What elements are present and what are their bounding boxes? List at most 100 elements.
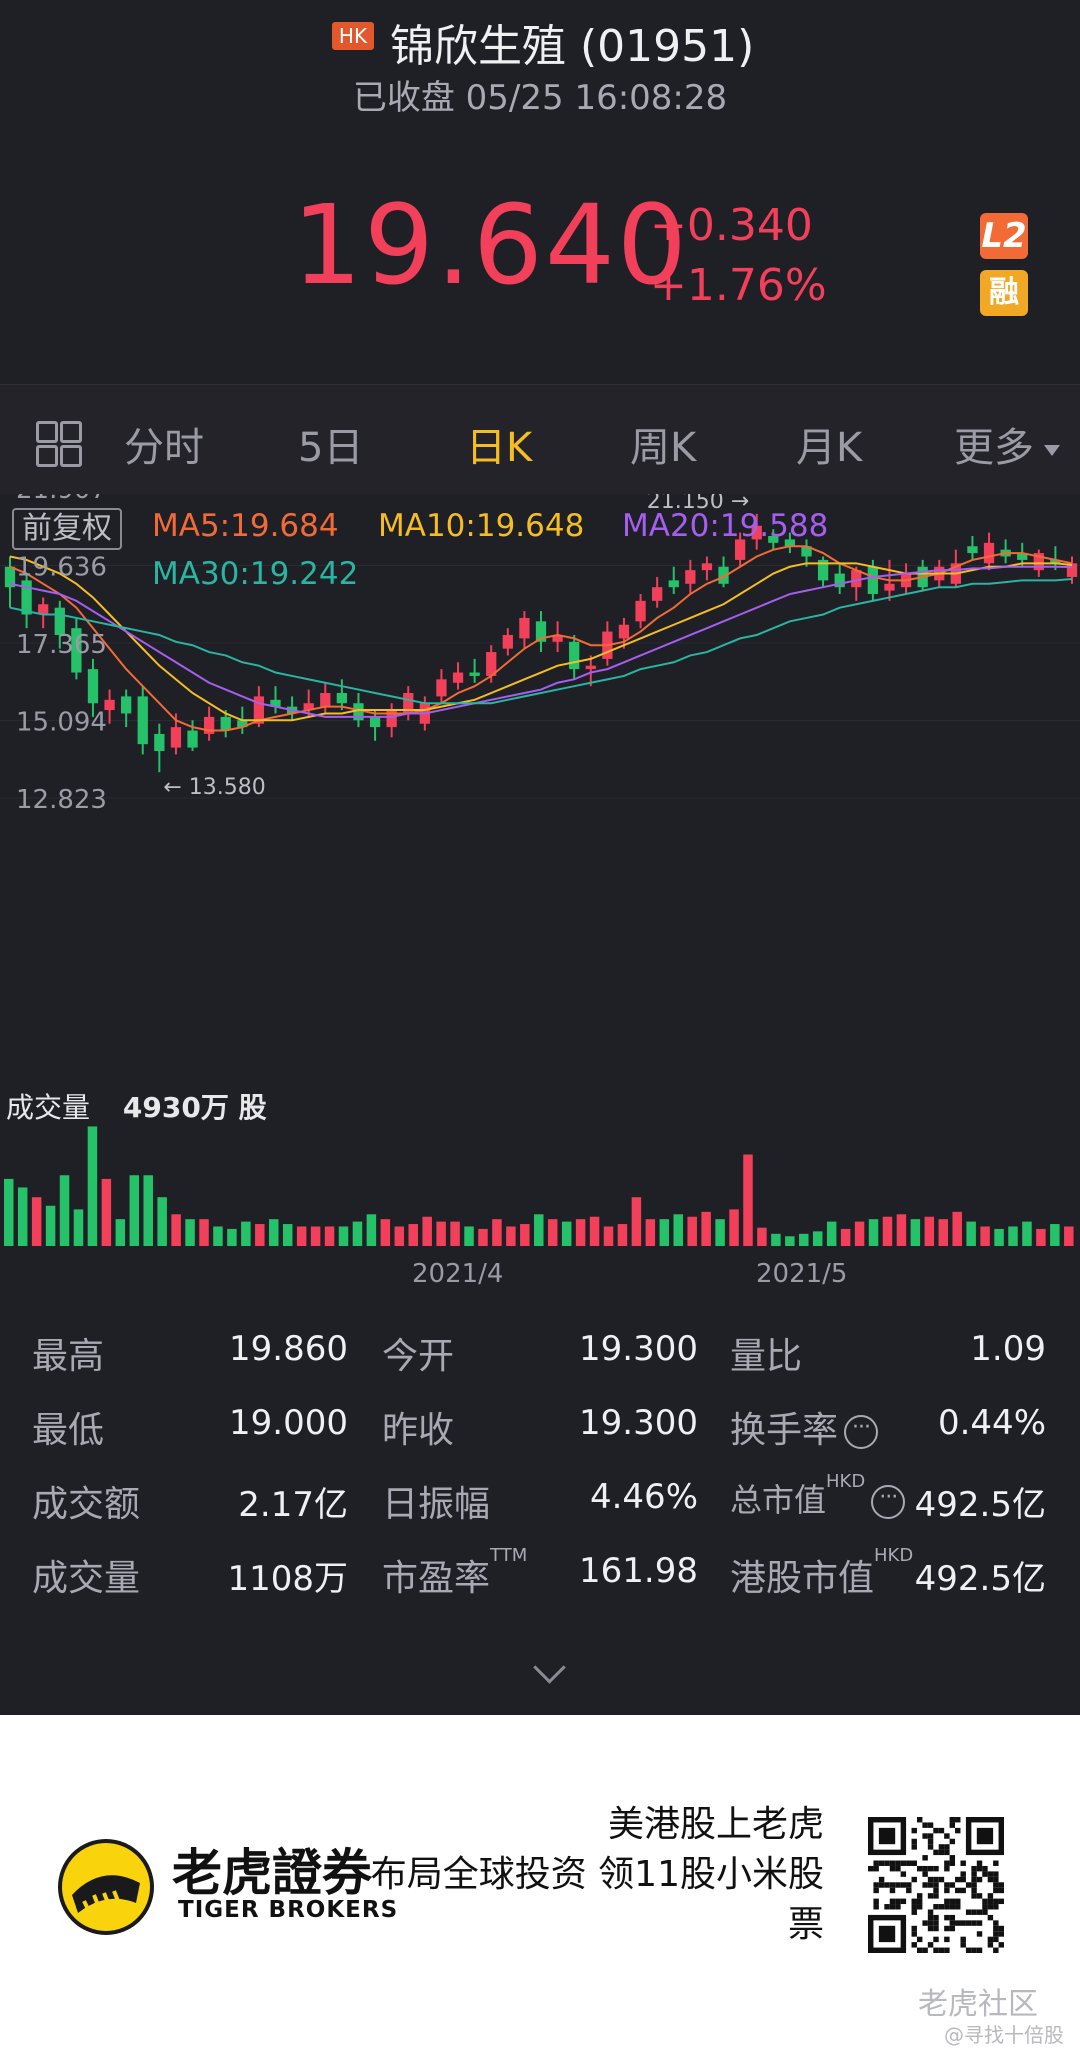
volume-bar bbox=[185, 1219, 195, 1246]
ma5-label: MA5:19.684 bbox=[152, 508, 339, 544]
volume-bar bbox=[603, 1226, 614, 1246]
volume-bar bbox=[101, 1178, 112, 1246]
candle bbox=[784, 532, 796, 554]
candle bbox=[386, 703, 397, 738]
volume-bar bbox=[492, 1219, 502, 1246]
candle bbox=[569, 634, 580, 680]
volume-bar bbox=[1050, 1224, 1060, 1246]
candle-body bbox=[253, 696, 265, 724]
min-price-annotation: ← 13.580 bbox=[163, 775, 265, 800]
candle bbox=[851, 566, 862, 601]
volume-bar bbox=[520, 1224, 530, 1246]
volume-bar bbox=[380, 1219, 391, 1246]
volume-bar bbox=[575, 1219, 586, 1246]
volume-title: 成交量 bbox=[6, 1091, 91, 1124]
stat-label-high: 最高 bbox=[32, 1336, 105, 1377]
volume-bar bbox=[826, 1221, 837, 1246]
stat-value-turnover-rate: 0.44% bbox=[937, 1403, 1046, 1443]
last-price: 19.640 bbox=[292, 181, 689, 309]
volume-bar bbox=[952, 1211, 962, 1246]
volume-bar bbox=[394, 1226, 405, 1246]
candle bbox=[751, 513, 762, 550]
market-status: 已收盘 05/25 16:08:28 bbox=[352, 78, 728, 118]
tab-weekly-k[interactable]: 周K bbox=[630, 425, 697, 471]
turnover-rate-text: 换手率 bbox=[730, 1410, 839, 1451]
adjust-type-button[interactable]: 前复权 bbox=[12, 508, 122, 550]
candle bbox=[220, 710, 231, 738]
tab-more[interactable]: 更多 bbox=[954, 415, 1060, 473]
candle-body bbox=[834, 573, 845, 588]
volume-bar bbox=[436, 1221, 446, 1246]
stat-value-amplitude: 4.46% bbox=[589, 1477, 698, 1517]
volume-bar bbox=[171, 1214, 181, 1246]
candle-body bbox=[718, 566, 729, 584]
candle-body bbox=[87, 669, 99, 704]
candle-body bbox=[784, 539, 796, 547]
qr-code-image bbox=[868, 1817, 1004, 1953]
volume-value: 4930万 股 bbox=[122, 1091, 267, 1124]
volume-bar bbox=[338, 1226, 349, 1246]
pe-ttm-sup: TTM bbox=[490, 1545, 528, 1566]
tab-daily-k[interactable]: 日K bbox=[466, 425, 533, 471]
candle-body bbox=[220, 716, 231, 731]
ma-line-ma20 bbox=[9, 565, 1073, 718]
candle bbox=[768, 529, 779, 550]
tab-intraday[interactable]: 分时 bbox=[124, 425, 204, 471]
volume-bar bbox=[352, 1221, 363, 1246]
grid-menu-icon[interactable] bbox=[36, 421, 82, 467]
chevron-down-icon bbox=[1044, 444, 1060, 456]
price-change: +0.340 bbox=[650, 200, 813, 251]
candle bbox=[552, 621, 563, 653]
candle bbox=[452, 662, 464, 690]
candle-body bbox=[336, 692, 348, 704]
tab-5day[interactable]: 5日 bbox=[298, 425, 364, 471]
y-tick-label: 12.823 bbox=[16, 785, 107, 815]
candle-body bbox=[121, 696, 132, 714]
more-info-icon[interactable]: ··· bbox=[844, 1415, 879, 1449]
volume-bar bbox=[282, 1224, 293, 1246]
x-axis-label: 2021/4 bbox=[412, 1259, 503, 1289]
volume-bar bbox=[4, 1178, 14, 1246]
volume-bar bbox=[645, 1219, 656, 1246]
y-tick-label: 15.094 bbox=[16, 708, 107, 738]
candle-body bbox=[768, 536, 779, 543]
candle-body bbox=[635, 600, 646, 622]
volume-bar bbox=[757, 1227, 767, 1246]
volume-bar bbox=[938, 1219, 949, 1246]
margin-badge[interactable]: 融 bbox=[980, 270, 1028, 316]
volume-bar bbox=[366, 1214, 377, 1246]
more-info-icon[interactable]: ··· bbox=[871, 1485, 906, 1519]
expand-chevron-icon[interactable] bbox=[533, 1651, 566, 1684]
volume-bar bbox=[687, 1216, 697, 1246]
candle-body bbox=[552, 634, 563, 642]
candle-body bbox=[71, 628, 82, 673]
candle bbox=[618, 617, 630, 649]
brand-name-cn: 老虎證券 bbox=[172, 1844, 372, 1902]
candle-body bbox=[469, 672, 480, 676]
candle-body bbox=[884, 583, 895, 591]
kline-chart[interactable]: 21.907 19.636 17.365 15.094 12.823 21.150 → ← … bbox=[0, 494, 1080, 1299]
candle-body bbox=[21, 580, 32, 615]
volume-bar bbox=[924, 1216, 935, 1246]
candle-body bbox=[353, 703, 364, 721]
candle bbox=[685, 559, 696, 595]
ma-line-ma10 bbox=[9, 555, 1073, 722]
candle-body bbox=[1033, 553, 1044, 571]
candle-body bbox=[585, 665, 596, 670]
stat-label-volume-ratio: 量比 bbox=[730, 1336, 803, 1377]
volume-bar bbox=[715, 1219, 725, 1246]
volume-bar bbox=[840, 1228, 851, 1246]
candle-body bbox=[452, 672, 464, 683]
candle bbox=[54, 600, 65, 649]
candle bbox=[519, 611, 530, 649]
stat-label-open: 今开 bbox=[382, 1336, 455, 1377]
candle bbox=[203, 706, 215, 741]
volume-bar bbox=[994, 1228, 1004, 1246]
candle-body bbox=[403, 692, 414, 714]
candle-body bbox=[54, 607, 65, 635]
volume-bar bbox=[73, 1209, 84, 1246]
volume-bar bbox=[1064, 1226, 1074, 1246]
candle-body bbox=[137, 696, 148, 745]
tab-monthly-k[interactable]: 月K bbox=[796, 425, 863, 471]
level2-badge[interactable]: L2 bbox=[980, 213, 1028, 259]
